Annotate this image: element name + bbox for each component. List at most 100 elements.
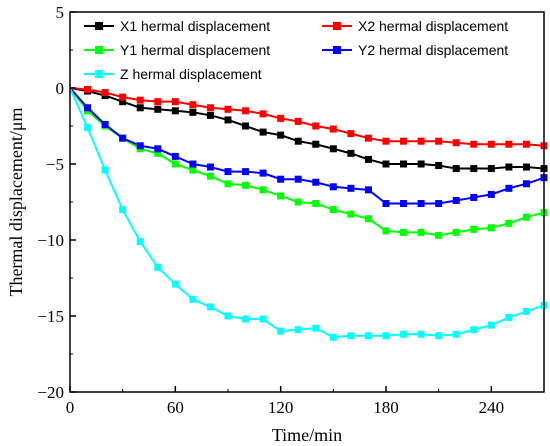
data-point: [224, 312, 232, 320]
data-point: [452, 330, 460, 338]
data-point: [277, 114, 285, 122]
data-point: [522, 140, 530, 148]
data-point: [189, 101, 197, 109]
data-point: [101, 166, 109, 174]
data-point: [294, 137, 302, 145]
data-point: [364, 134, 372, 142]
data-point: [259, 169, 267, 177]
data-point: [382, 200, 390, 208]
series-4: [69, 87, 548, 208]
legend-label: Y2 hermal displacement: [358, 42, 508, 58]
data-point: [329, 145, 337, 153]
data-point: [171, 152, 179, 160]
data-point: [329, 333, 337, 341]
data-point: [189, 295, 197, 303]
legend-item-1: X1 hermal displacement: [84, 18, 270, 34]
data-point: [154, 98, 162, 106]
data-point: [400, 330, 408, 338]
data-point: [206, 111, 214, 119]
legend-item-5: Z hermal displacement: [84, 66, 262, 82]
data-point: [119, 98, 127, 106]
data-point: [189, 160, 197, 168]
data-point: [364, 332, 372, 340]
data-point: [435, 200, 443, 208]
data-point: [259, 315, 267, 323]
data-point: [452, 228, 460, 236]
data-point: [206, 172, 214, 180]
y-tick-label: 5: [56, 3, 65, 22]
data-point: [277, 192, 285, 200]
data-point: [136, 142, 144, 150]
data-point: [259, 128, 267, 136]
x-axis-title: Time/min: [272, 425, 342, 445]
data-point: [154, 145, 162, 153]
data-point: [417, 137, 425, 145]
data-point: [347, 149, 355, 157]
legend-marker: [95, 22, 103, 30]
data-point: [347, 184, 355, 192]
y-tick-label: −15: [37, 307, 64, 326]
data-point: [505, 314, 513, 322]
data-point: [347, 332, 355, 340]
data-point: [277, 327, 285, 335]
data-point: [171, 280, 179, 288]
data-point: [417, 228, 425, 236]
x-tick-label: 120: [268, 398, 294, 417]
legend-label: X2 hermal displacement: [358, 18, 508, 34]
legend-item-3: Y1 hermal displacement: [84, 42, 270, 58]
data-point: [259, 110, 267, 118]
data-point: [136, 238, 144, 246]
series-line: [69, 87, 545, 205]
x-tick-label: 180: [373, 398, 399, 417]
data-point: [505, 140, 513, 148]
data-point: [259, 186, 267, 194]
data-point: [101, 89, 109, 97]
data-point: [294, 198, 302, 206]
data-point: [277, 175, 285, 183]
data-point: [136, 104, 144, 112]
data-point: [312, 140, 320, 148]
data-point: [277, 131, 285, 139]
data-point: [154, 105, 162, 113]
legend-marker: [333, 46, 341, 54]
legend-item-4: Y2 hermal displacement: [322, 42, 508, 58]
legend-marker: [95, 46, 103, 54]
data-point: [522, 307, 530, 315]
legend-label: X1 hermal displacement: [120, 18, 270, 34]
data-point: [417, 330, 425, 338]
data-point: [487, 190, 495, 198]
y-tick-label: 0: [56, 79, 65, 98]
data-point: [435, 162, 443, 170]
series-5: [69, 87, 548, 341]
y-tick-label: −10: [37, 231, 64, 250]
data-point: [242, 181, 250, 189]
data-point: [242, 107, 250, 115]
series-line: [69, 87, 545, 339]
data-point: [382, 160, 390, 168]
data-point: [312, 178, 320, 186]
data-point: [84, 86, 92, 94]
data-point: [347, 130, 355, 138]
x-tick-label: 240: [479, 398, 505, 417]
data-point: [329, 206, 337, 214]
data-point: [522, 180, 530, 188]
data-point: [452, 165, 460, 173]
axes-layer: 0 60 120 180 240 5 0 −5 −10 −15 −20: [37, 3, 545, 417]
data-point: [522, 213, 530, 221]
data-point: [470, 326, 478, 334]
series-line: [69, 87, 545, 170]
data-point: [487, 165, 495, 173]
data-point: [400, 200, 408, 208]
data-point: [364, 155, 372, 163]
data-point: [470, 165, 478, 173]
data-point: [312, 324, 320, 332]
data-point: [364, 186, 372, 194]
data-point: [154, 149, 162, 157]
series-line: [69, 87, 545, 237]
data-point: [119, 93, 127, 101]
legend-label: Z hermal displacement: [120, 66, 262, 82]
legend-marker: [95, 70, 103, 78]
data-point: [470, 193, 478, 201]
legend-label: Y1 hermal displacement: [120, 42, 270, 58]
data-point: [224, 168, 232, 176]
